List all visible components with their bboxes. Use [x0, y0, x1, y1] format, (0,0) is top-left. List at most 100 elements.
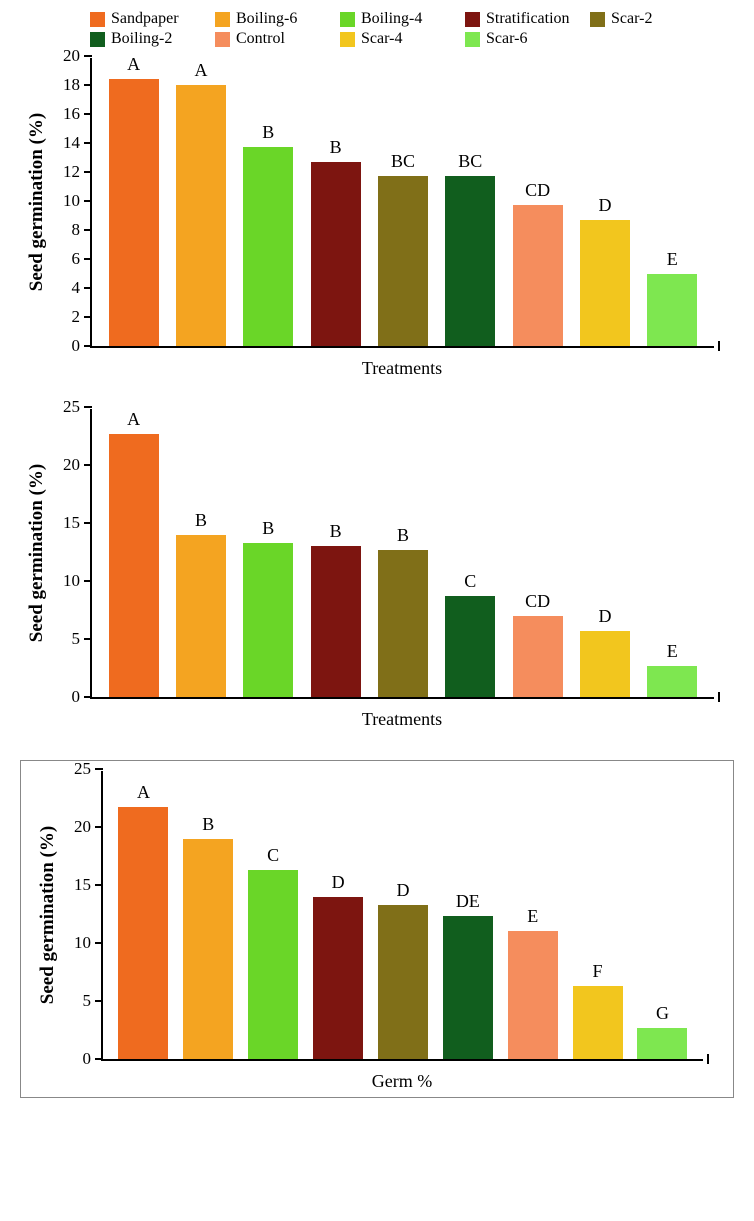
bar-significance-label: DE [456, 891, 480, 912]
y-tick [84, 113, 92, 115]
y-tick-label: 16 [63, 104, 80, 124]
bar-significance-label: BC [391, 151, 415, 172]
y-tick-label: 0 [72, 687, 81, 707]
y-tick-label: 25 [63, 397, 80, 417]
y-tick [95, 768, 103, 770]
bar-wrap: E [640, 641, 704, 697]
bar-wrap: DE [436, 891, 500, 1059]
y-tick [84, 345, 92, 347]
x-axis-title: Treatments [90, 709, 714, 730]
chart-plot: Seed germination (%)0510152025ABCDDDEEFG [101, 771, 703, 1061]
chart-panel: Seed germination (%)02468101214161820AAB… [20, 58, 734, 379]
bar-significance-label: A [137, 782, 150, 803]
legend-swatch [465, 32, 480, 47]
bar-wrap: B [304, 521, 368, 697]
bar-significance-label: CD [525, 591, 550, 612]
bar-wrap: F [566, 961, 630, 1059]
bar-significance-label: BC [458, 151, 482, 172]
bar-wrap: E [640, 249, 704, 347]
y-tick-label: 14 [63, 133, 80, 153]
bar-wrap: A [102, 54, 166, 346]
bar-significance-label: F [593, 961, 603, 982]
bar-wrap: B [169, 510, 233, 697]
bars-group: ABBBBCCDDE [92, 409, 714, 697]
bar-wrap: B [371, 525, 435, 697]
bar-wrap: D [306, 872, 370, 1059]
y-tick [84, 258, 92, 260]
y-tick [84, 84, 92, 86]
bars-group: ABCDDDEEFG [103, 771, 703, 1059]
legend-swatch [590, 12, 605, 27]
bar [443, 916, 493, 1059]
bar-wrap: D [371, 880, 435, 1059]
bar [248, 870, 298, 1059]
y-tick-label: 10 [63, 571, 80, 591]
y-tick [84, 406, 92, 408]
legend-swatch [215, 32, 230, 47]
bar-significance-label: E [527, 906, 538, 927]
bar-significance-label: B [330, 521, 342, 542]
y-tick-label: 10 [74, 933, 91, 953]
y-tick [84, 171, 92, 173]
chart-panel: Seed germination (%)0510152025ABBBBCCDDE… [20, 409, 734, 730]
bars-group: AABBBCBCCDDE [92, 58, 714, 346]
y-tick-label: 25 [74, 759, 91, 779]
chart-panel: Seed germination (%)0510152025ABCDDDEEFG… [20, 760, 734, 1098]
bar-wrap: BC [371, 151, 435, 346]
bar [580, 631, 630, 697]
legend-item: Sandpaper [90, 10, 215, 28]
legend-label: Sandpaper [111, 10, 179, 28]
bar-significance-label: A [194, 60, 207, 81]
legend-label: Scar-6 [486, 30, 527, 48]
legend-label: Control [236, 30, 285, 48]
y-tick-label: 4 [72, 278, 81, 298]
y-axis-title: Seed germination (%) [26, 464, 48, 642]
legend-label: Boiling-2 [111, 30, 172, 48]
bar-wrap: D [573, 606, 637, 697]
x-axis-title: Treatments [90, 358, 714, 379]
bar-significance-label: C [464, 571, 476, 592]
legend-item: Boiling-6 [215, 10, 340, 28]
bar [508, 931, 558, 1059]
bar-wrap: BC [438, 151, 502, 346]
chart-plot: Seed germination (%)02468101214161820AAB… [90, 58, 714, 348]
y-tick [95, 826, 103, 828]
legend-swatch [465, 12, 480, 27]
bar [637, 1028, 687, 1059]
chart-area: Seed germination (%)0510152025ABCDDDEEFG… [101, 771, 703, 1092]
bar [378, 176, 428, 346]
y-tick [95, 1000, 103, 1002]
bar [445, 596, 495, 697]
bar [183, 839, 233, 1059]
bar [243, 147, 293, 346]
bar [176, 535, 226, 697]
y-tick [84, 696, 92, 698]
legend-item: Scar-6 [465, 30, 590, 48]
legend-label: Stratification [486, 10, 570, 28]
legend-label: Boiling-6 [236, 10, 297, 28]
legend-item: Stratification [465, 10, 590, 28]
bar-significance-label: D [396, 880, 409, 901]
legend-label: Scar-2 [611, 10, 652, 28]
legend-item: Scar-4 [340, 30, 465, 48]
y-tick [84, 638, 92, 640]
y-tick [84, 200, 92, 202]
bar [647, 274, 697, 347]
bar-significance-label: D [598, 195, 611, 216]
bar-wrap: D [573, 195, 637, 346]
bar [109, 434, 159, 697]
y-tick [84, 580, 92, 582]
legend-label: Scar-4 [361, 30, 402, 48]
bar-significance-label: CD [525, 180, 550, 201]
y-tick-label: 5 [83, 991, 92, 1011]
bar [176, 85, 226, 346]
y-axis-title: Seed germination (%) [37, 826, 59, 1004]
y-tick [84, 142, 92, 144]
y-tick [84, 316, 92, 318]
y-tick [95, 1058, 103, 1060]
bar-wrap: E [501, 906, 565, 1059]
bar-wrap: A [102, 409, 166, 697]
chart-area: Seed germination (%)02468101214161820AAB… [90, 58, 714, 379]
legend-swatch [90, 32, 105, 47]
bar [445, 176, 495, 346]
